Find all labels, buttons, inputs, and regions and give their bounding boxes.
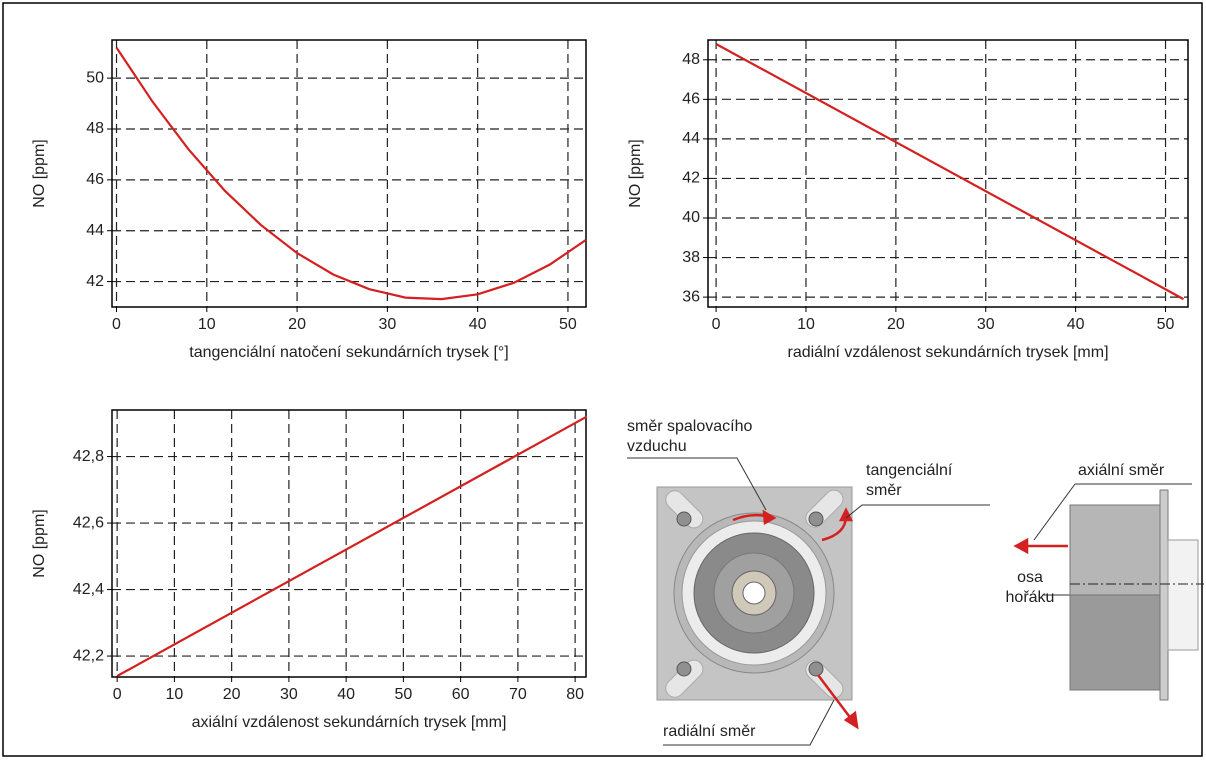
label: vzduchu: [627, 438, 687, 455]
x-tick-label: 30: [280, 686, 298, 703]
y-tick-label: 44: [682, 130, 700, 147]
label: osa: [1017, 569, 1043, 586]
y-tick-label: 48: [86, 120, 104, 137]
back-cap: [1168, 540, 1198, 650]
y-tick-label: 40: [682, 209, 700, 226]
y-tick-label: 46: [86, 171, 104, 188]
x-tick-label: 30: [378, 316, 396, 333]
x-tick-label: 50: [394, 686, 412, 703]
x-tick-label: 10: [198, 316, 216, 333]
x-tick-label: 10: [797, 316, 815, 333]
label: hořáku: [1006, 589, 1055, 606]
label: směr spalovacího: [627, 418, 752, 435]
y-tick-label: 38: [682, 249, 700, 266]
x-tick-label: 50: [1157, 316, 1175, 333]
x-tick-label: 10: [166, 686, 184, 703]
x-tick-label: 20: [223, 686, 241, 703]
x-tick-label: 20: [887, 316, 905, 333]
y-axis-label: NO [ppm]: [627, 139, 644, 207]
y-tick-label: 36: [682, 288, 700, 305]
x-axis-label: tangenciální natočení sekundárních tryse…: [189, 344, 508, 361]
hub-hole: [743, 582, 765, 604]
y-tick-label: 42,6: [73, 514, 104, 531]
y-tick-label: 42: [682, 170, 700, 187]
x-axis-label: radiální vzdálenost sekundárních trysek …: [787, 344, 1108, 361]
x-tick-label: 0: [712, 316, 721, 333]
y-tick-label: 48: [682, 51, 700, 68]
data-line: [117, 417, 586, 676]
label: tangenciální: [866, 462, 953, 479]
flange: [1160, 490, 1168, 700]
label: axiální směr: [1078, 462, 1165, 479]
figure: směr spalovacího vzduchu tangenciální sm…: [0, 0, 1206, 760]
x-tick-label: 60: [452, 686, 470, 703]
burner-diagram: směr spalovacího vzduchu tangenciální sm…: [627, 418, 1204, 745]
plot-frame: [112, 410, 586, 677]
x-tick-label: 40: [469, 316, 487, 333]
y-tick-label: 50: [86, 69, 104, 86]
plot-frame: [112, 40, 586, 307]
x-tick-label: 0: [112, 316, 121, 333]
data-line: [716, 44, 1183, 299]
y-tick-label: 42,2: [73, 647, 104, 664]
y-axis-label: NO [ppm]: [31, 139, 48, 207]
x-tick-label: 40: [337, 686, 355, 703]
x-tick-label: 70: [509, 686, 527, 703]
x-tick-label: 20: [288, 316, 306, 333]
y-tick-label: 42: [86, 273, 104, 290]
x-tick-label: 80: [566, 686, 584, 703]
x-tick-label: 40: [1067, 316, 1085, 333]
data-line: [117, 48, 587, 300]
y-tick-label: 42,8: [73, 448, 104, 465]
x-tick-label: 30: [977, 316, 995, 333]
x-axis-label: axiální vzdálenost sekundárních trysek […: [192, 714, 507, 731]
burner-body-top: [1070, 505, 1165, 595]
x-tick-label: 50: [559, 316, 577, 333]
x-tick-label: 0: [113, 686, 122, 703]
label: směr: [866, 482, 902, 499]
frame: [3, 3, 1202, 756]
y-axis-label: NO [ppm]: [31, 509, 48, 577]
label: radiální směr: [663, 723, 756, 740]
y-tick-label: 42,4: [73, 581, 104, 598]
y-tick-label: 46: [682, 91, 700, 108]
y-tick-label: 44: [86, 222, 104, 239]
